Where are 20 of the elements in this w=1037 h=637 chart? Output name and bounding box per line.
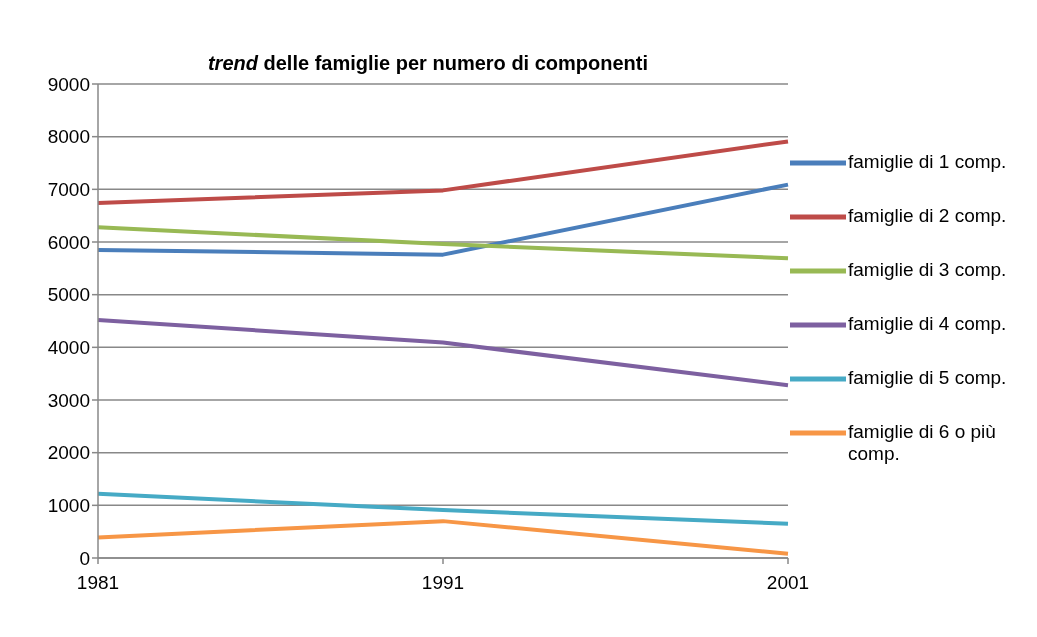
- legend-label: famiglie di 2 comp.: [848, 205, 1007, 227]
- y-tick-label: 5000: [47, 284, 90, 306]
- chart-title: trend delle famiglie per numero di componenti: [207, 52, 649, 74]
- legend-label: famiglie di 1 comp.: [848, 151, 1007, 173]
- y-tick-label: 4000: [47, 337, 90, 359]
- y-tick-label: 9000: [47, 73, 90, 95]
- x-tick-label: 2001: [766, 572, 810, 594]
- y-tick-label: 0: [79, 547, 90, 569]
- y-tick-label: 6000: [47, 231, 90, 253]
- legend-label: famiglie di 6 o più comp.: [848, 421, 997, 465]
- y-tick-label: 2000: [47, 442, 90, 464]
- legend-label: famiglie di 4 comp.: [848, 313, 1007, 335]
- y-tick-label: 7000: [47, 179, 90, 201]
- y-tick-label: 3000: [47, 389, 90, 411]
- x-tick-label: 1981: [76, 572, 120, 594]
- legend-label: famiglie di 3 comp.: [848, 259, 1007, 281]
- x-tick-label: 1991: [421, 572, 465, 594]
- y-tick-label: 8000: [47, 126, 90, 148]
- y-tick-label: 1000: [47, 495, 90, 517]
- legend-label: famiglie di 5 comp.: [848, 367, 1007, 389]
